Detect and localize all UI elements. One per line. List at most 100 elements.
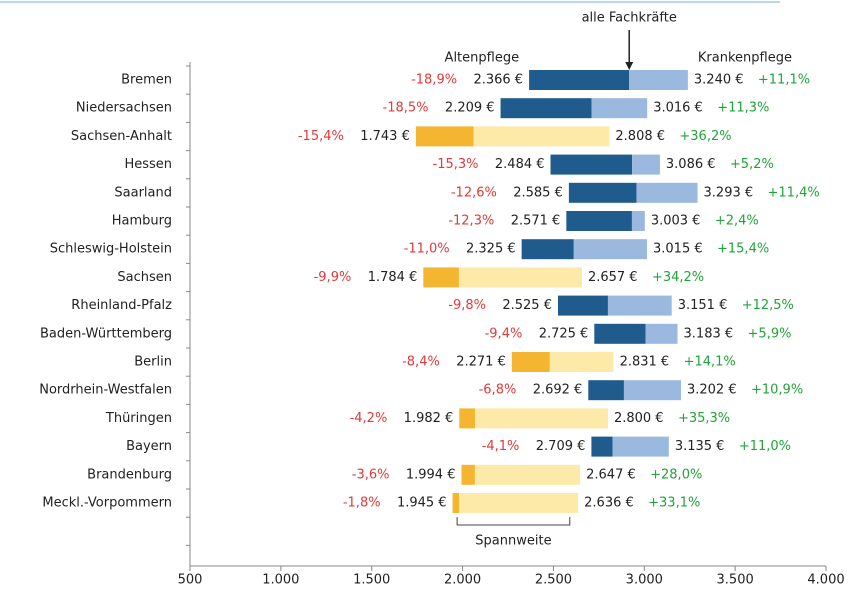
bar-upper (549, 352, 614, 372)
bar-lower (461, 464, 475, 485)
value-label: 2.800 € (614, 411, 664, 426)
value-label: 3.015 € (653, 242, 703, 257)
bar-lower (521, 239, 574, 260)
bar-lower (452, 493, 460, 513)
value-label: 2.808 € (615, 129, 665, 144)
category-label: Schleswig-Holstein (50, 242, 172, 257)
bar-lower (557, 295, 608, 316)
value-label: 2.585 € (513, 185, 563, 200)
category-label: Brandenburg (87, 467, 172, 482)
value-label: 2.525 € (502, 298, 552, 313)
bar-upper (607, 295, 672, 316)
value-label: 2.209 € (445, 101, 495, 116)
bar-lower (588, 380, 624, 401)
value-label: 3.003 € (651, 214, 701, 229)
bar-upper (458, 267, 582, 288)
bracket (456, 517, 571, 526)
diff-label: +14,1% (684, 355, 736, 370)
value-label: 2.571 € (511, 214, 561, 229)
diff-label: -12,6% (451, 185, 497, 200)
diff-label: +5,9% (748, 326, 792, 341)
bar-lower (529, 70, 630, 90)
bar-upper (631, 211, 645, 231)
bar-upper (475, 408, 608, 429)
value-label: 2.692 € (533, 383, 583, 398)
bar-lower (594, 323, 646, 344)
bar-upper (632, 154, 660, 175)
value-label: 2.271 € (456, 355, 506, 370)
value-label: 3.151 € (678, 298, 728, 313)
value-label: 3.016 € (653, 101, 703, 116)
diff-label: +28,0% (650, 467, 702, 482)
value-label: 3.183 € (684, 326, 734, 341)
category-label: Hessen (124, 157, 172, 172)
bar-upper (623, 380, 681, 401)
diff-label: -1,8% (343, 496, 381, 511)
diff-label: -12,3% (448, 214, 494, 229)
value-label: 2.636 € (584, 496, 634, 511)
bar-lower (459, 408, 476, 429)
x-tick-label: 1.500 (353, 573, 390, 588)
diff-label: -4,2% (350, 411, 388, 426)
legend-label: alle Fachkräfte (582, 11, 677, 26)
category-label: Bayern (126, 439, 172, 454)
value-label: 1.945 € (397, 496, 447, 511)
value-label: 1.994 € (406, 467, 456, 482)
bar-lower (423, 267, 459, 288)
x-tick-label: 3.000 (626, 573, 663, 588)
value-label: 2.647 € (586, 467, 636, 482)
value-label: 1.982 € (404, 411, 454, 426)
diff-label: +15,4% (717, 242, 769, 257)
category-label: Bremen (121, 73, 172, 88)
diff-label: +11,1% (758, 73, 810, 88)
value-label: 3.293 € (704, 185, 754, 200)
category-label: Baden-Württemberg (40, 326, 172, 341)
category-label: Sachsen-Anhalt (71, 129, 172, 144)
category-label: Thüringen (105, 411, 172, 426)
bar-upper (636, 182, 698, 203)
diff-label: +11,4% (768, 185, 820, 200)
bar-upper (474, 464, 581, 485)
diff-label: +5,2% (730, 157, 774, 172)
category-label: Niedersachsen (76, 101, 172, 116)
bar-lower (568, 182, 637, 203)
category-label: Sachsen (117, 270, 172, 285)
value-label: 3.135 € (675, 439, 725, 454)
x-tick-label: 2.500 (535, 573, 572, 588)
legend-label: Krankenpflege (698, 51, 792, 66)
value-label: 2.366 € (473, 73, 523, 88)
bar-upper (459, 493, 579, 513)
bar-lower (591, 436, 613, 457)
bar-upper (573, 239, 648, 260)
diff-label: -11,0% (404, 242, 450, 257)
value-label: 2.709 € (536, 439, 586, 454)
diff-label: +33,1% (648, 496, 700, 511)
value-label: 3.086 € (666, 157, 716, 172)
category-label: Meckl.-Vorpommern (42, 496, 172, 511)
diff-label: -3,6% (352, 467, 390, 482)
x-tick-label: 500 (178, 573, 203, 588)
diff-label: -18,9% (411, 73, 457, 88)
diff-label: -15,3% (433, 157, 479, 172)
diff-label: +10,9% (751, 383, 803, 398)
category-label: Hamburg (112, 214, 172, 229)
value-label: 1.784 € (368, 270, 418, 285)
category-label: Rheinland-Pfalz (71, 298, 172, 313)
diff-label: +35,3% (678, 411, 730, 426)
diff-label: +11,3% (717, 101, 769, 116)
value-label: 2.831 € (620, 355, 670, 370)
value-label: 1.743 € (360, 129, 410, 144)
arrow-head (625, 62, 634, 70)
diff-label: +34,2% (652, 270, 704, 285)
bar-upper (612, 436, 669, 457)
bar-lower (500, 98, 592, 119)
category-label: Berlin (134, 355, 172, 370)
value-label: 3.240 € (694, 73, 744, 88)
category-label: Nordrhein-Westfalen (39, 383, 172, 398)
bar-upper (629, 70, 688, 90)
diff-label: -4,1% (482, 439, 520, 454)
diff-label: +2,4% (715, 214, 759, 229)
diff-label: -15,4% (298, 129, 344, 144)
diff-label: -6,8% (479, 383, 517, 398)
